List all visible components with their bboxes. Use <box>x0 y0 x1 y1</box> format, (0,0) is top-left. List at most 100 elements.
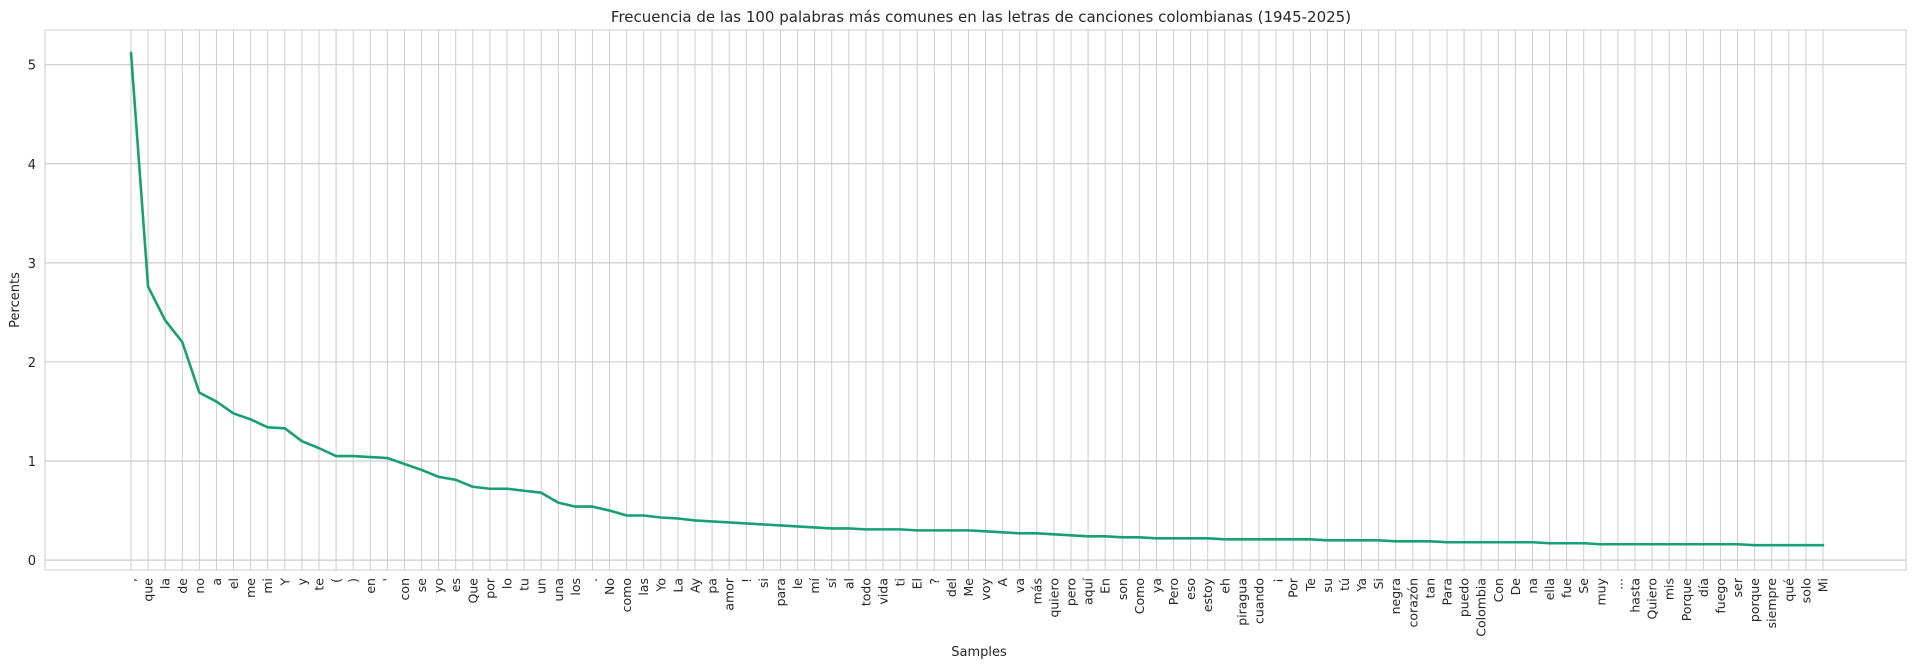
x-tick-label: Y <box>277 578 292 587</box>
y-tick-label: 2 <box>28 356 36 371</box>
x-tick-label: con <box>397 578 412 600</box>
x-tick-label: qué <box>1781 578 1796 602</box>
x-tick-label: el <box>226 578 241 589</box>
x-tick-label: Que <box>465 578 480 604</box>
x-tick-label: . <box>585 578 600 582</box>
x-tick-label: , <box>124 578 139 582</box>
x-tick-label: ¡ <box>1269 578 1284 583</box>
x-tick-label: por <box>482 577 497 599</box>
x-tick-label: amor <box>722 577 737 610</box>
x-tick-label: son <box>1115 578 1130 600</box>
x-tick-label: día <box>1696 578 1711 597</box>
x-tick-label: yo <box>431 578 446 593</box>
x-tick-label: Pero <box>1166 578 1181 605</box>
x-tick-label: vida <box>876 578 891 604</box>
x-tick-label: Con <box>1491 578 1506 602</box>
x-tick-label: El <box>910 578 925 589</box>
x-tick-label: siempre <box>1764 578 1779 629</box>
x-tick-label: como <box>619 578 634 612</box>
x-axis-label: Samples <box>951 645 1007 660</box>
x-tick-label: ' <box>380 578 395 581</box>
x-tick-label: Quiero <box>1645 578 1660 619</box>
x-tick-label: es <box>448 578 463 592</box>
x-tick-label: eso <box>1183 578 1198 600</box>
x-tick-label: Porque <box>1679 578 1694 622</box>
x-tick-label: que <box>141 578 156 602</box>
x-tick-label: solo <box>1798 578 1813 603</box>
x-tick-label: mí <box>807 577 822 593</box>
x-tick-label: ya <box>1149 578 1164 593</box>
x-tick-label: Te <box>1303 578 1318 593</box>
x-tick-label: se <box>414 578 429 593</box>
x-tick-label: aquí <box>1081 577 1096 605</box>
x-tick-label: sí <box>824 577 839 588</box>
x-tick-label: una <box>551 578 566 602</box>
x-tick-label: Como <box>1132 578 1147 614</box>
x-tick-label: corazón <box>1405 578 1420 627</box>
x-tick-label: pa <box>705 578 720 594</box>
x-tick-label: hasta <box>1628 578 1643 613</box>
x-tick-label: me <box>243 578 258 598</box>
x-tick-label: tu <box>517 578 532 591</box>
x-tick-label: ella <box>1542 578 1557 600</box>
x-tick-label: en <box>363 578 378 594</box>
plot-area <box>45 30 1906 570</box>
x-tick-label: piragua <box>1234 578 1249 626</box>
x-tick-label: ! <box>739 578 754 583</box>
x-tick-label: Si <box>1371 578 1386 589</box>
y-tick-label: 0 <box>28 554 36 569</box>
x-tick-label: y <box>294 577 309 585</box>
x-tick-label: ) <box>346 578 361 583</box>
x-tick-label: Por <box>1286 577 1301 598</box>
x-tick-label: la <box>158 578 173 589</box>
x-tick-label: su <box>1320 578 1335 592</box>
x-tick-label: las <box>636 578 651 596</box>
x-tick-label: le <box>790 578 805 589</box>
x-tick-label: muy <box>1593 577 1608 605</box>
x-tick-label: mi <box>260 578 275 594</box>
x-tick-label: ti <box>893 578 908 586</box>
x-tick-label: De <box>1508 578 1523 596</box>
x-tick-label: todo <box>858 578 873 606</box>
y-tick-label: 4 <box>28 158 36 173</box>
x-tick-label: más <box>1029 578 1044 604</box>
y-tick-label: 3 <box>28 257 36 272</box>
x-tick-label: al <box>841 578 856 589</box>
y-tick-label: 5 <box>28 59 36 74</box>
x-tick-label: tan <box>1422 578 1437 598</box>
x-tick-label: de <box>175 578 190 594</box>
x-tick-label: va <box>1012 578 1027 593</box>
x-tick-label: te <box>312 578 327 591</box>
x-tick-label: si <box>756 578 771 588</box>
x-tick-label: los <box>568 578 583 596</box>
y-tick-label: 1 <box>28 455 36 470</box>
x-tick-label: mis <box>1662 578 1677 600</box>
x-tick-label: negra <box>1388 578 1403 614</box>
x-tick-label: pero <box>1064 578 1079 606</box>
x-tick-label: La <box>670 578 685 593</box>
x-tick-label: Colombia <box>1474 578 1489 637</box>
x-tick-label: puedo <box>1457 578 1472 617</box>
x-tick-label: voy <box>978 577 993 600</box>
x-tick-label: Mi <box>1816 578 1831 592</box>
x-tick-label: tú <box>1337 578 1352 591</box>
x-tick-label: cuando <box>1252 578 1267 624</box>
x-tick-label: Yo <box>653 578 668 593</box>
x-tick-label: Para <box>1440 578 1455 605</box>
x-tick-label: lo <box>500 578 515 589</box>
x-tick-label: del <box>944 578 959 597</box>
x-tick-label: ? <box>927 578 942 585</box>
x-tick-label: fue <box>1559 578 1574 598</box>
x-tick-label: No <box>602 578 617 595</box>
x-tick-label: estoy <box>1200 577 1215 612</box>
x-tick-label: ser <box>1730 577 1745 597</box>
x-tick-label: fuego <box>1713 578 1728 614</box>
x-tick-label: eh <box>1217 578 1232 594</box>
x-tick-label: porque <box>1747 578 1762 622</box>
x-tick-label: Se <box>1576 578 1591 594</box>
chart-title: Frecuencia de las 100 palabras más comun… <box>611 8 1351 26</box>
x-tick-label: Me <box>961 578 976 597</box>
